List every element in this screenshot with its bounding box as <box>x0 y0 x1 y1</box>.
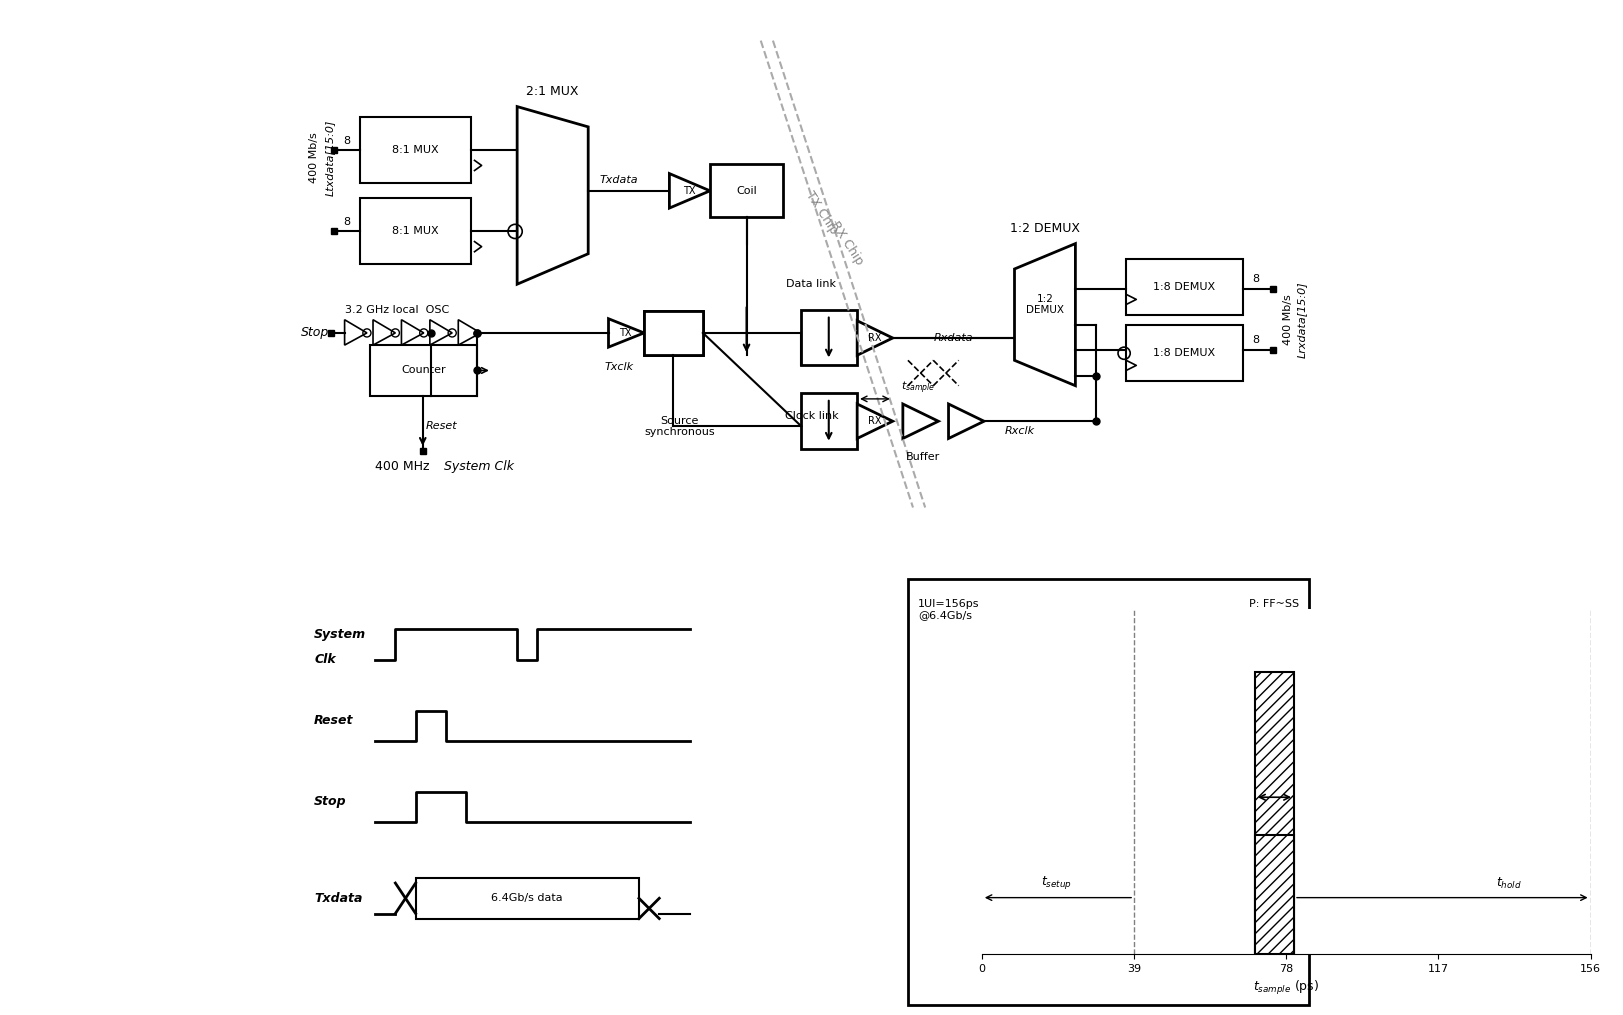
Bar <box>644 311 703 355</box>
Bar <box>1255 835 1294 954</box>
Text: TX: TX <box>620 328 631 338</box>
Text: 8: 8 <box>342 136 351 146</box>
Text: 1:8 DEMUX: 1:8 DEMUX <box>1154 348 1216 357</box>
Text: Txclk: Txclk <box>604 362 633 373</box>
Text: 2:1 MUX: 2:1 MUX <box>526 85 579 97</box>
Polygon shape <box>344 320 367 345</box>
Text: 3.2 GHz local  OSC: 3.2 GHz local OSC <box>344 304 450 315</box>
X-axis label: $t_{sample}$ (ps): $t_{sample}$ (ps) <box>1253 979 1319 998</box>
Polygon shape <box>669 174 709 208</box>
Text: Data link: Data link <box>787 279 836 289</box>
Bar <box>1255 672 1294 954</box>
Bar <box>802 393 857 449</box>
Text: Clk: Clk <box>315 654 336 666</box>
Bar <box>709 164 782 217</box>
Text: Counter: Counter <box>401 365 446 376</box>
Text: 8:1 MUX: 8:1 MUX <box>393 145 438 154</box>
Polygon shape <box>401 320 424 345</box>
Bar <box>360 198 471 264</box>
Text: System: System <box>315 628 367 640</box>
Text: RX: RX <box>868 416 881 426</box>
Text: RX: RX <box>868 333 881 343</box>
Bar <box>1126 259 1243 315</box>
Bar <box>370 345 477 396</box>
Text: Clock link: Clock link <box>784 411 839 421</box>
Text: Lrxdata[15:0]: Lrxdata[15:0] <box>1297 281 1307 358</box>
Text: P: FF~SS
$V_{DD}$: +/-10%
$T$: 0~60°C: P: FF~SS $V_{DD}$: +/-10% $T$: 0~60°C <box>1229 599 1298 638</box>
Text: 400 Mb/s: 400 Mb/s <box>308 132 320 183</box>
Text: Source
synchronous: Source synchronous <box>644 415 714 437</box>
Text: Rxdata: Rxdata <box>933 333 972 343</box>
Text: 8: 8 <box>1253 274 1259 284</box>
Text: 400 MHz: 400 MHz <box>375 461 433 473</box>
Polygon shape <box>373 320 396 345</box>
Polygon shape <box>948 404 984 438</box>
Bar <box>415 878 639 919</box>
Text: RX Chip: RX Chip <box>828 219 867 268</box>
Polygon shape <box>1014 244 1076 386</box>
Text: 1:2 DEMUX: 1:2 DEMUX <box>1010 222 1079 234</box>
Text: Ltxdata[15:0]: Ltxdata[15:0] <box>325 119 334 196</box>
Text: Txdata: Txdata <box>599 175 638 185</box>
Text: TX Chip: TX Chip <box>803 190 841 236</box>
Text: $t_{sample}$: $t_{sample}$ <box>901 380 935 396</box>
Polygon shape <box>857 404 893 438</box>
Text: Timing
variation
<13% UI: Timing variation <13% UI <box>1237 749 1300 792</box>
Text: $t_{setup}$: $t_{setup}$ <box>1040 874 1071 891</box>
Polygon shape <box>609 319 644 347</box>
Text: Txdata: Txdata <box>315 892 362 904</box>
Bar <box>1126 325 1243 381</box>
Text: 1UI=156ps
@6.4Gb/s: 1UI=156ps @6.4Gb/s <box>919 599 980 620</box>
Text: Reset: Reset <box>315 715 354 727</box>
Polygon shape <box>518 107 588 284</box>
Text: System Clk: System Clk <box>445 461 514 473</box>
Text: Stop: Stop <box>315 796 347 808</box>
Polygon shape <box>458 320 480 345</box>
Text: 8: 8 <box>342 217 351 227</box>
Polygon shape <box>902 404 938 438</box>
Text: Coil: Coil <box>737 186 756 196</box>
Text: 6.4Gb/s data: 6.4Gb/s data <box>492 893 563 903</box>
Text: 8: 8 <box>1253 335 1259 345</box>
Text: Rxclk: Rxclk <box>1005 426 1034 436</box>
Text: 1:2
DEMUX: 1:2 DEMUX <box>1026 293 1065 316</box>
Text: Buffer: Buffer <box>906 452 940 462</box>
Text: 1:8 DEMUX: 1:8 DEMUX <box>1154 282 1216 291</box>
Text: Reset: Reset <box>425 421 458 431</box>
Polygon shape <box>430 320 453 345</box>
Text: 8:1 MUX: 8:1 MUX <box>393 226 438 235</box>
Text: Stop: Stop <box>302 327 329 339</box>
Text: TX: TX <box>683 186 696 196</box>
Text: 400 Mb/s: 400 Mb/s <box>1284 294 1294 345</box>
Text: $t_{hold}$: $t_{hold}$ <box>1496 876 1521 891</box>
Bar <box>802 310 857 365</box>
Bar <box>907 579 1308 1005</box>
Polygon shape <box>857 321 893 355</box>
Bar <box>644 311 703 355</box>
Bar <box>360 117 471 183</box>
